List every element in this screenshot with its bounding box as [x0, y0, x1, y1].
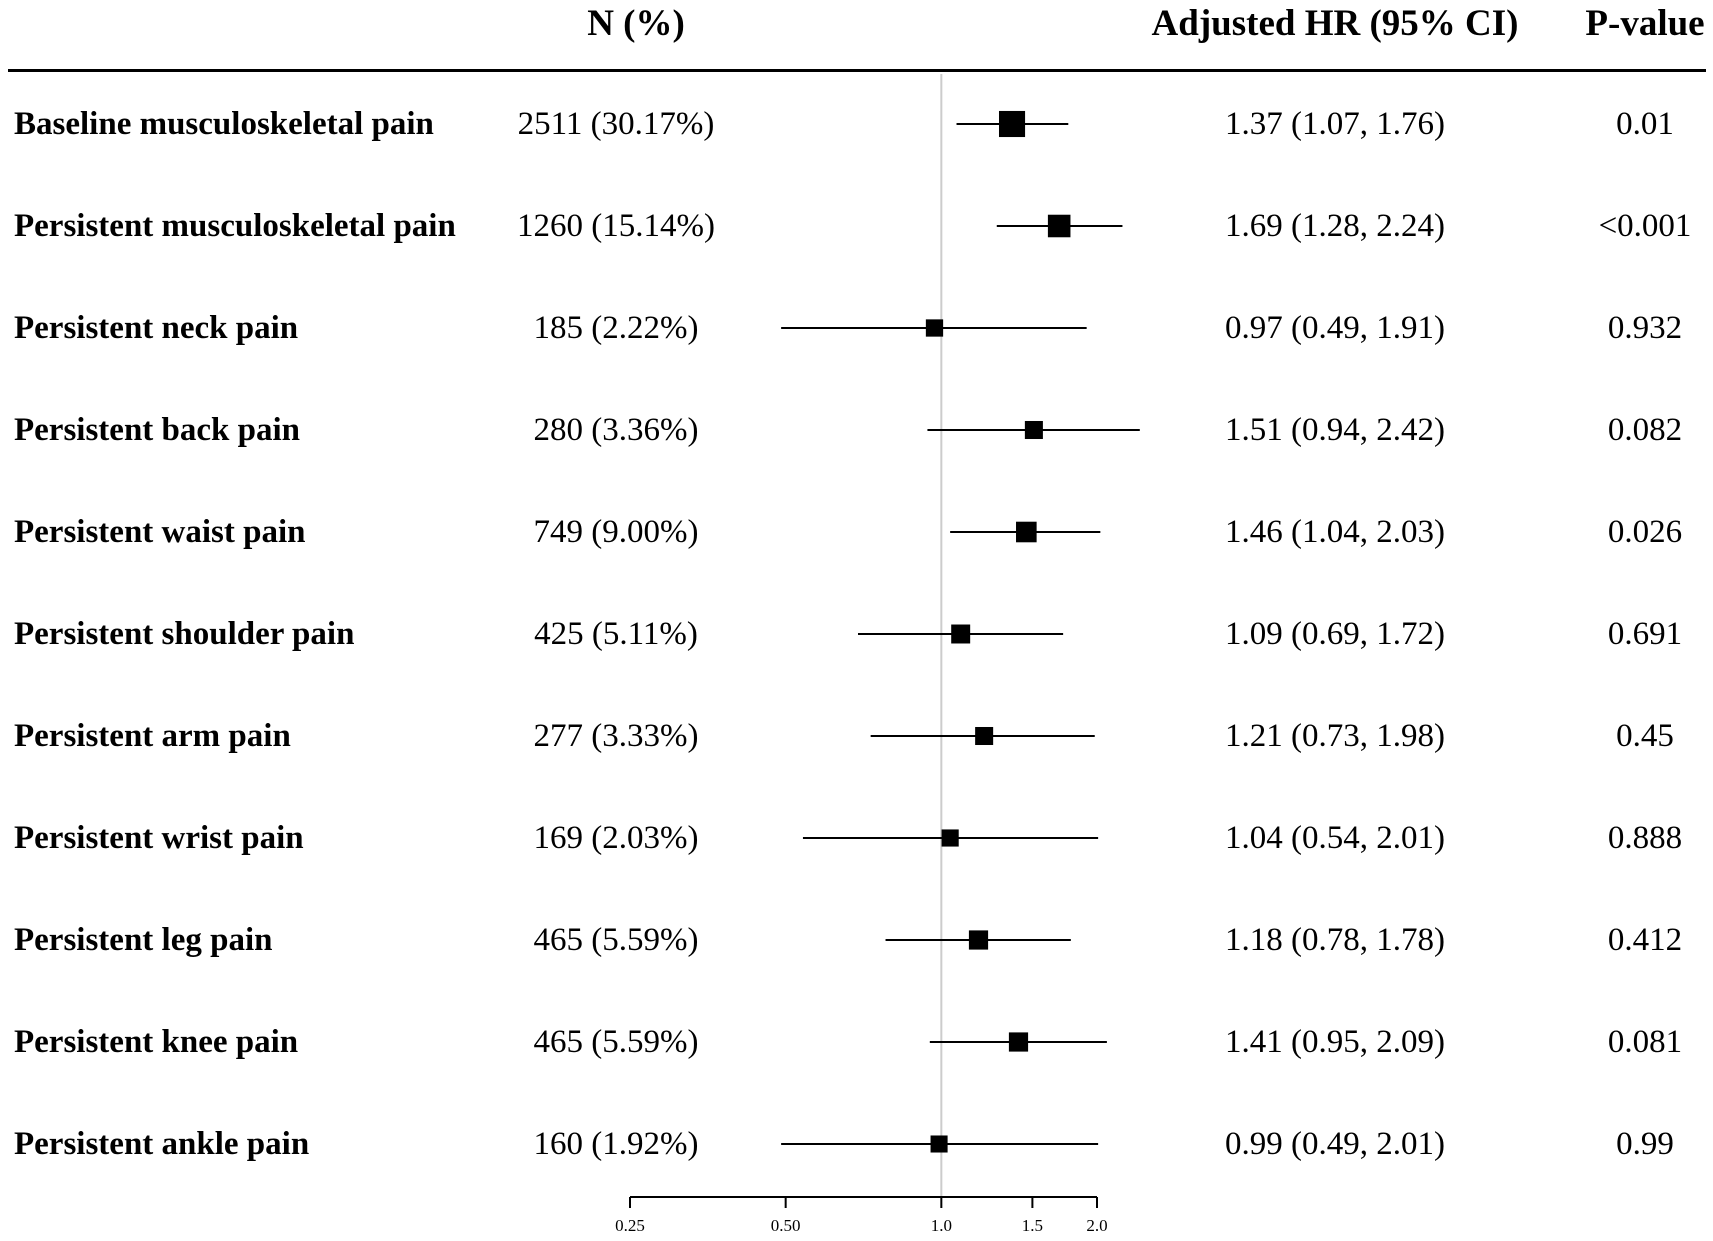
row-n-percent: 465 (5.59%) [533, 1024, 699, 1060]
row-hr-ci: 1.41 (0.95, 2.09) [1225, 1024, 1445, 1060]
table-row: Baseline musculoskeletal pain 2511 (30.17… [0, 102, 1713, 146]
row-hr-ci: 1.21 (0.73, 1.98) [1225, 718, 1445, 754]
row-p-value: 0.412 [1607, 922, 1683, 958]
row-p-value: 0.932 [1607, 310, 1683, 346]
row-p-value: 0.082 [1607, 412, 1683, 448]
row-hr-ci: 1.18 (0.78, 1.78) [1225, 922, 1445, 958]
row-hr-ci: 1.37 (1.07, 1.76) [1225, 106, 1445, 142]
hr-marker [941, 829, 959, 847]
row-hr-ci: 1.09 (0.69, 1.72) [1225, 616, 1445, 652]
x-tick-label: 2.0 [1086, 1216, 1107, 1235]
row-n-percent: 1260 (15.14%) [517, 208, 715, 244]
row-label: Persistent shoulder pain [14, 616, 355, 652]
row-label: Persistent ankle pain [14, 1126, 310, 1162]
row-hr-ci: 1.69 (1.28, 2.24) [1225, 208, 1445, 244]
row-label: Persistent knee pain [14, 1024, 299, 1060]
row-label: Persistent neck pain [14, 310, 299, 346]
table-row: Persistent ankle pain 160 (1.92%) 0.99 (0.… [0, 1122, 1713, 1166]
row-hr-ci: 1.04 (0.54, 2.01) [1225, 820, 1445, 856]
row-p-value: 0.01 [1616, 106, 1674, 142]
row-label: Persistent musculoskeletal pain [14, 208, 456, 244]
hr-marker [1047, 214, 1071, 238]
row-label: Persistent wrist pain [14, 820, 304, 856]
row-p-value: 0.888 [1607, 820, 1683, 856]
hr-marker [1016, 521, 1037, 543]
hr-marker [998, 110, 1026, 138]
table-row: Persistent knee pain 465 (5.59%) 1.41 (0.9… [0, 1020, 1713, 1064]
table-row: Persistent musculoskeletal pain 1260 (15.… [0, 204, 1713, 248]
row-p-value: 0.99 [1616, 1126, 1674, 1162]
row-n-percent: 277 (3.33%) [533, 718, 699, 754]
header-n: N (%) [587, 3, 685, 44]
table-row: Persistent neck pain 185 (2.22%) 0.97 (0.4… [0, 306, 1713, 350]
row-label: Persistent arm pain [14, 718, 291, 754]
x-tick-label: 0.50 [771, 1216, 801, 1235]
row-n-percent: 169 (2.03%) [533, 820, 699, 856]
row-hr-ci: 1.51 (0.94, 2.42) [1225, 412, 1445, 448]
row-n-percent: 425 (5.11%) [534, 616, 698, 652]
table-row: Persistent waist pain 749 (9.00%) 1.46 (1.… [0, 510, 1713, 554]
row-n-percent: 749 (9.00%) [533, 514, 699, 550]
row-n-percent: 2511 (30.17%) [517, 106, 715, 142]
row-n-percent: 160 (1.92%) [533, 1126, 699, 1162]
header-hr: Adjusted HR (95% CI) [1151, 3, 1519, 44]
x-tick-label: 1.0 [931, 1216, 952, 1235]
row-p-value: 0.026 [1607, 514, 1683, 550]
table-row: Persistent leg pain 465 (5.59%) 1.18 (0.78… [0, 918, 1713, 962]
x-tick-label: 0.25 [615, 1216, 645, 1235]
row-p-value: 0.45 [1616, 718, 1674, 754]
row-n-percent: 465 (5.59%) [533, 922, 699, 958]
row-label: Baseline musculoskeletal pain [14, 106, 434, 142]
hr-marker [975, 726, 994, 746]
hr-marker [968, 930, 989, 950]
row-label: Persistent leg pain [14, 922, 273, 958]
table-row: Persistent arm pain 277 (3.33%) 1.21 (0.73… [0, 714, 1713, 758]
row-hr-ci: 0.97 (0.49, 1.91) [1225, 310, 1445, 346]
hr-marker [925, 319, 944, 337]
header-p: P-value [1585, 3, 1705, 44]
row-p-value: 0.691 [1607, 616, 1683, 652]
hr-marker [930, 1135, 948, 1153]
row-n-percent: 280 (3.36%) [533, 412, 699, 448]
table-row: Persistent wrist pain 169 (2.03%) 1.04 (0.… [0, 816, 1713, 860]
row-hr-ci: 0.99 (0.49, 2.01) [1225, 1126, 1445, 1162]
row-label: Persistent back pain [14, 412, 301, 448]
hr-marker [1024, 420, 1043, 440]
row-n-percent: 185 (2.22%) [533, 310, 699, 346]
hr-marker [1008, 1032, 1029, 1052]
header-rule [8, 69, 1706, 72]
hr-marker [951, 624, 971, 644]
table-row: Persistent shoulder pain 425 (5.11%) 1.09 … [0, 612, 1713, 656]
x-tick-label: 1.5 [1022, 1216, 1043, 1235]
row-p-value: <0.001 [1598, 208, 1692, 244]
row-label: Persistent waist pain [14, 514, 306, 550]
row-hr-ci: 1.46 (1.04, 2.03) [1225, 514, 1445, 550]
row-p-value: 0.081 [1607, 1024, 1683, 1060]
table-row: Persistent back pain 280 (3.36%) 1.51 (0.9… [0, 408, 1713, 452]
